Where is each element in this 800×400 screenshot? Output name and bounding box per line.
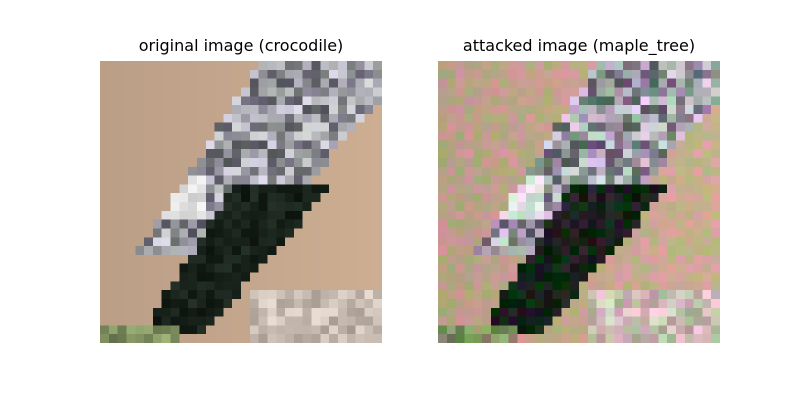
- original-image: [100, 61, 382, 343]
- attacked-image-title: attacked image (maple_tree): [462, 36, 696, 55]
- original-image-title: original image (crocodile): [138, 36, 344, 55]
- attacked-image: [438, 61, 720, 343]
